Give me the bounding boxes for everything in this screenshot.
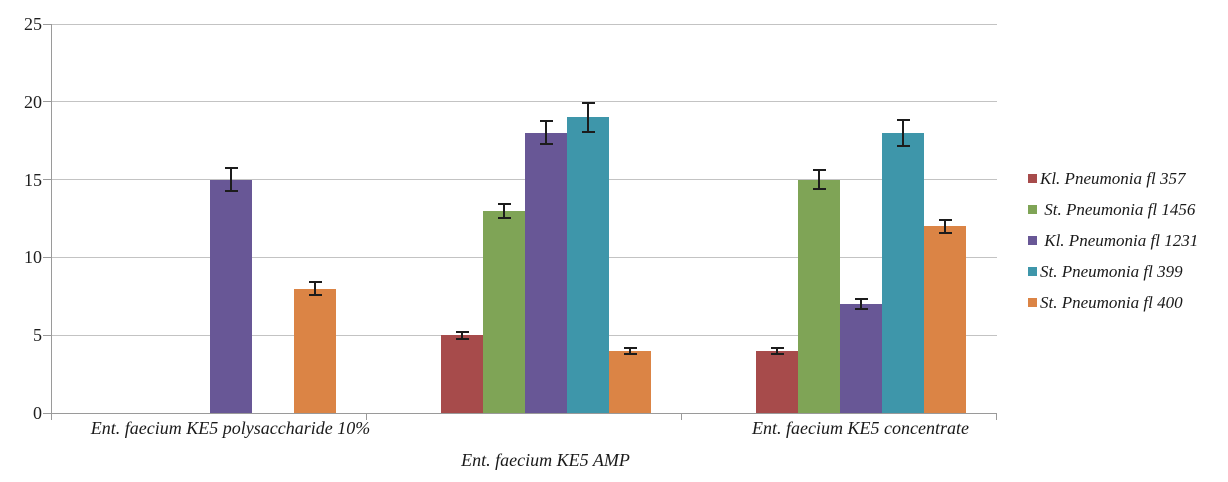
legend-swatch [1028, 298, 1037, 307]
error-bar-cap [224, 167, 238, 170]
y-tick-mark [43, 179, 51, 181]
legend-label: St. Pneumonia fl 1456 [1040, 199, 1196, 219]
y-tick-label: 15 [24, 169, 42, 190]
gridline [52, 101, 997, 103]
error-bar [503, 202, 505, 219]
error-bar [461, 330, 463, 340]
error-bar-cap [308, 294, 322, 297]
y-tick-label: 10 [24, 247, 42, 268]
x-tick-mark [996, 414, 997, 420]
error-bar [314, 280, 316, 297]
error-bar [545, 120, 547, 146]
error-bar-cap [812, 188, 826, 191]
legend-label: Kl. Pneumonia fl 1231 [1040, 230, 1199, 250]
legend-item: St. Pneumonia fl 400 [1028, 287, 1198, 318]
legend: Kl. Pneumonia fl 357 St. Pneumonia fl 14… [1028, 163, 1198, 318]
error-bar [818, 168, 820, 191]
error-bar [230, 167, 232, 193]
bar [441, 335, 483, 413]
error-bar-cap [539, 120, 553, 123]
error-bar-cap [224, 190, 238, 193]
error-bar-cap [896, 118, 910, 121]
legend-item: St. Pneumonia fl 1456 [1028, 194, 1198, 225]
error-bar-cap [455, 337, 469, 340]
y-tick-label: 25 [24, 14, 42, 34]
legend-item: St. Pneumonia fl 399 [1028, 256, 1198, 287]
y-tick-mark [43, 412, 51, 414]
legend-swatch [1028, 236, 1037, 245]
plot-area [51, 23, 997, 414]
bar [483, 210, 525, 413]
y-tick-mark [43, 256, 51, 258]
error-bar-cap [770, 352, 784, 355]
gridline [52, 23, 997, 25]
error-bar-cap [938, 218, 952, 221]
legend-swatch [1028, 205, 1037, 214]
category-label: Ent. faecium KE5 AMP [461, 450, 630, 470]
bar [567, 117, 609, 413]
bar [756, 350, 798, 413]
y-tick-label: 20 [24, 91, 42, 112]
legend-swatch [1028, 174, 1037, 183]
bar [798, 179, 840, 413]
error-bar-cap [812, 168, 826, 171]
error-bar-cap [497, 202, 511, 205]
legend-label: St. Pneumonia fl 399 [1040, 261, 1183, 281]
bar [294, 288, 336, 413]
bar [609, 350, 651, 413]
error-bar-cap [854, 297, 868, 300]
error-bar [776, 346, 778, 355]
error-bar-cap [581, 130, 595, 133]
legend-item: Kl. Pneumonia fl 357 [1028, 163, 1198, 194]
error-bar [902, 118, 904, 147]
error-bar-cap [623, 352, 637, 355]
error-bar-cap [539, 143, 553, 146]
y-tick-mark [43, 23, 51, 25]
y-tick-mark [43, 101, 51, 103]
error-bar-cap [308, 280, 322, 283]
bar [525, 132, 567, 413]
y-tick-mark [43, 334, 51, 336]
gridline [52, 179, 997, 181]
error-bar [944, 218, 946, 235]
error-bar-cap [854, 308, 868, 311]
error-bar [629, 346, 631, 355]
x-tick-mark [681, 414, 682, 420]
y-tick-label: 5 [33, 325, 42, 346]
error-bar-cap [770, 346, 784, 349]
error-bar-cap [581, 101, 595, 104]
bar [840, 304, 882, 413]
category-label: Ent. faecium KE5 concentrate [752, 418, 969, 438]
x-tick-mark [366, 414, 367, 420]
bar [882, 132, 924, 413]
bar [924, 226, 966, 413]
error-bar [860, 297, 862, 311]
error-bar-cap [938, 232, 952, 235]
bar [210, 179, 252, 413]
error-bar-cap [455, 330, 469, 333]
legend-item: Kl. Pneumonia fl 1231 [1028, 225, 1198, 256]
legend-label: St. Pneumonia fl 400 [1040, 292, 1183, 312]
legend-swatch [1028, 267, 1037, 276]
category-label: Ent. faecium KE5 polysaccharide 10% [90, 418, 371, 438]
error-bar-cap [497, 216, 511, 219]
error-bar [587, 101, 589, 133]
error-bar-cap [896, 144, 910, 147]
x-tick-mark [51, 414, 52, 420]
legend-label: Kl. Pneumonia fl 357 [1040, 168, 1186, 188]
error-bar-cap [623, 346, 637, 349]
y-tick-label: 0 [33, 403, 42, 423]
